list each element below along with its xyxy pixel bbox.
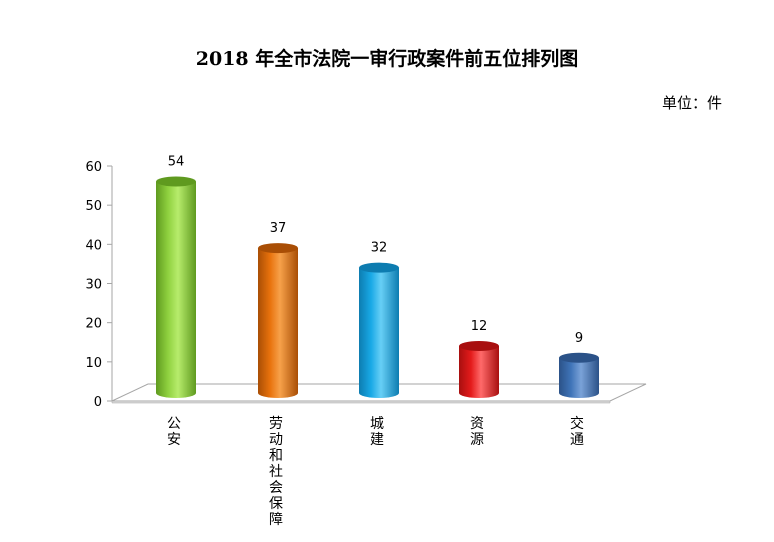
bar-2 — [258, 243, 298, 398]
bar-body — [258, 248, 298, 398]
bar-top — [459, 341, 499, 351]
y-tick-label: 30 — [85, 278, 102, 293]
bar-body — [156, 181, 196, 398]
bar-top — [559, 352, 599, 363]
y-tick-label: 40 — [85, 238, 102, 253]
bar-3 — [359, 262, 399, 398]
category-label: 资源 — [470, 416, 484, 448]
chart-title: 2018 年全市法院一审行政案件前五位排列图 — [195, 48, 579, 70]
category-char: 通 — [570, 432, 584, 448]
y-axis: 0 10 20 30 40 50 60 — [85, 160, 113, 410]
category-char: 源 — [470, 432, 484, 448]
category-label: 城建 — [370, 416, 384, 448]
category-char: 动 — [269, 432, 283, 448]
y-tick-label: 60 — [85, 160, 102, 175]
floor-edge — [111, 400, 611, 404]
category-label: 公安 — [167, 416, 181, 448]
category-char: 交 — [570, 415, 584, 432]
bar-body — [459, 346, 499, 398]
bar-body — [359, 267, 399, 398]
category-char: 安 — [167, 432, 181, 448]
data-label: 54 — [168, 155, 185, 170]
category-char: 资 — [470, 416, 484, 432]
category-char: 建 — [370, 432, 384, 448]
data-label: 37 — [270, 221, 287, 236]
bar-top — [258, 243, 298, 254]
category-char: 社 — [269, 464, 283, 480]
bar-top — [156, 176, 196, 187]
y-tick-label: 0 — [94, 395, 102, 410]
bar-body — [559, 357, 599, 398]
category-char: 劳 — [269, 416, 283, 432]
data-label: 9 — [575, 331, 583, 346]
y-tick-label: 20 — [85, 317, 102, 332]
category-label: 交通 — [570, 415, 584, 448]
y-tick-label: 10 — [85, 356, 102, 371]
category-char: 会 — [269, 480, 283, 496]
bar-4 — [459, 341, 499, 398]
bar-1 — [156, 176, 196, 398]
data-label: 12 — [471, 319, 488, 334]
category-char: 城 — [370, 416, 384, 432]
bar-top — [359, 262, 399, 273]
bar-5 — [559, 352, 599, 398]
bars — [156, 176, 599, 398]
category-char: 公 — [167, 416, 181, 432]
category-char: 和 — [269, 448, 283, 464]
category-char: 障 — [269, 512, 283, 528]
category-char: 保 — [269, 496, 283, 512]
data-label: 32 — [371, 241, 388, 256]
unit-label: 单位：件 — [661, 94, 722, 112]
y-tick-label: 50 — [85, 199, 102, 214]
